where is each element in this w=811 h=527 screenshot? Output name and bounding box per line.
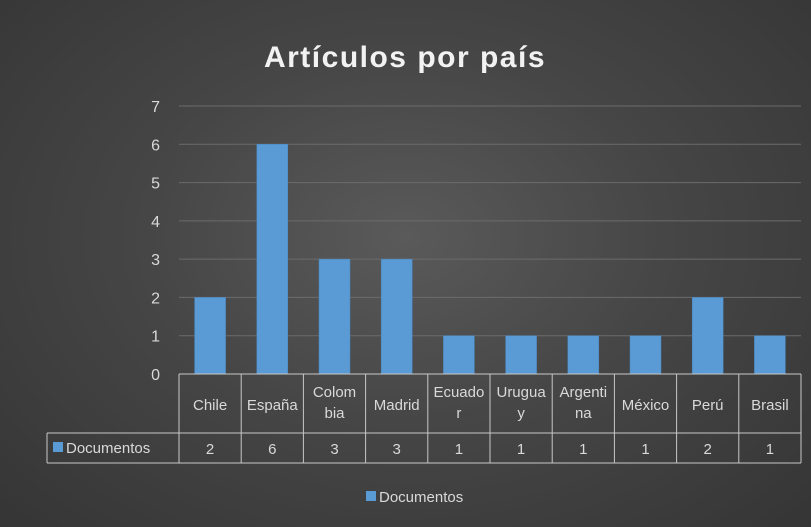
- table-value: 2: [206, 441, 214, 458]
- category-label-line: na: [575, 405, 592, 422]
- category-label: Chile: [193, 397, 227, 414]
- category-label-line: Urugua: [496, 384, 546, 401]
- bar: [754, 335, 786, 375]
- legend-swatch: [366, 491, 376, 501]
- y-tick-label: 4: [151, 214, 160, 231]
- category-label-line: Argenti: [560, 384, 608, 401]
- table-value: 1: [641, 441, 649, 458]
- category-label: Brasil: [751, 397, 789, 414]
- table-series-name: Documentos: [66, 440, 150, 457]
- bar: [567, 335, 600, 375]
- table-value: 1: [517, 441, 525, 458]
- bar: [318, 258, 351, 375]
- category-label: Perú: [692, 397, 724, 414]
- table-series-swatch: [53, 442, 63, 452]
- category-label: Madrid: [374, 397, 420, 414]
- table-value: 1: [579, 441, 587, 458]
- bar: [194, 297, 226, 375]
- bar: [443, 335, 475, 375]
- table-value: 2: [704, 441, 712, 458]
- y-tick-label: 0: [151, 367, 160, 384]
- y-tick-label: 6: [151, 137, 160, 154]
- legend: Documentos: [366, 489, 463, 506]
- data-table: Chile España Colom bia Madrid Ecuado r Urugua y A…: [46, 373, 802, 464]
- chart-title: Artículos por país: [264, 41, 546, 74]
- table-value: 6: [268, 441, 276, 458]
- category-label-line: Colom: [313, 384, 356, 401]
- bar: [691, 297, 724, 375]
- category-label-line: y: [517, 405, 525, 422]
- category-label: España: [247, 397, 299, 414]
- bar: [505, 335, 537, 375]
- category-label-line: Ecuado: [433, 384, 484, 401]
- y-axis-tick-labels: 0 1 2 3 4 5 6 7: [151, 99, 160, 384]
- bars: [194, 144, 786, 375]
- y-tick-label: 5: [151, 176, 160, 193]
- legend-label: Documentos: [379, 489, 463, 506]
- category-label-line: r: [456, 405, 461, 422]
- y-tick-label: 3: [151, 252, 160, 269]
- category-label-line: bia: [324, 405, 345, 422]
- bar: [256, 144, 289, 375]
- bar: [629, 335, 662, 375]
- y-tick-label: 2: [151, 290, 160, 307]
- y-tick-label: 7: [151, 99, 160, 116]
- category-label: México: [622, 397, 670, 414]
- category-label: Colom bia: [313, 384, 356, 422]
- category-label: Argenti na: [560, 384, 608, 422]
- y-tick-label: 1: [151, 329, 160, 346]
- table-value: 3: [330, 441, 338, 458]
- table-value: 1: [455, 441, 463, 458]
- bar: [380, 258, 413, 375]
- category-label: Ecuado r: [433, 384, 484, 422]
- table-value: 3: [393, 441, 401, 458]
- table-value: 1: [766, 441, 774, 458]
- category-label: Urugua y: [496, 384, 546, 422]
